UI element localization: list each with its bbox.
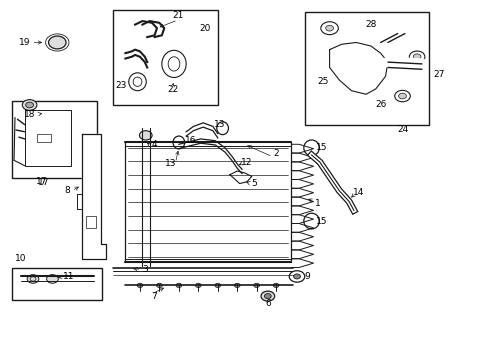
Circle shape — [264, 294, 271, 298]
Circle shape — [48, 36, 66, 49]
Text: 11: 11 — [62, 272, 74, 281]
Text: 21: 21 — [172, 11, 183, 20]
Text: 13: 13 — [164, 159, 176, 168]
Text: 14: 14 — [352, 188, 364, 197]
Circle shape — [137, 283, 142, 288]
Text: 24: 24 — [396, 126, 407, 135]
Text: 25: 25 — [317, 77, 328, 86]
Text: 4: 4 — [151, 140, 157, 149]
Circle shape — [46, 275, 58, 283]
Polygon shape — [329, 42, 387, 94]
Text: 16: 16 — [185, 136, 196, 145]
Bar — [305, 12, 428, 125]
Circle shape — [253, 283, 259, 288]
Circle shape — [261, 291, 274, 301]
Text: 26: 26 — [374, 100, 386, 109]
Circle shape — [22, 100, 37, 111]
Circle shape — [273, 283, 279, 288]
Text: 20: 20 — [199, 24, 210, 33]
Text: 17: 17 — [36, 177, 47, 186]
Bar — [12, 102, 97, 178]
Circle shape — [156, 283, 162, 288]
Text: 22: 22 — [166, 85, 178, 94]
Bar — [37, 134, 51, 143]
Text: 15: 15 — [315, 143, 326, 152]
Text: 15: 15 — [315, 217, 326, 226]
Text: 27: 27 — [432, 70, 444, 79]
Text: 2: 2 — [273, 149, 278, 158]
Text: 8: 8 — [64, 186, 70, 195]
Text: 1: 1 — [314, 199, 320, 208]
Polygon shape — [229, 171, 251, 184]
Text: 28: 28 — [365, 20, 376, 29]
Circle shape — [26, 102, 33, 108]
Text: 18: 18 — [24, 110, 35, 119]
Text: 7: 7 — [151, 292, 157, 301]
Polygon shape — [81, 134, 106, 258]
Circle shape — [412, 54, 420, 60]
Text: 6: 6 — [264, 299, 270, 308]
Bar — [12, 267, 102, 300]
Circle shape — [176, 283, 182, 288]
Text: 10: 10 — [15, 254, 26, 263]
Bar — [25, 111, 71, 166]
Circle shape — [325, 25, 333, 31]
Circle shape — [27, 275, 39, 283]
Circle shape — [234, 283, 240, 288]
Text: 13: 13 — [213, 120, 224, 129]
Bar — [113, 10, 217, 105]
Text: 23: 23 — [116, 81, 127, 90]
Circle shape — [214, 283, 220, 288]
Text: 5: 5 — [251, 179, 257, 188]
Circle shape — [195, 283, 201, 288]
Bar — [86, 216, 96, 228]
Circle shape — [293, 274, 300, 279]
Text: 12: 12 — [241, 158, 252, 167]
Text: 19: 19 — [19, 38, 30, 47]
Text: 17: 17 — [39, 178, 50, 187]
Circle shape — [139, 131, 152, 140]
Text: 3: 3 — [142, 265, 147, 274]
Text: 9: 9 — [304, 272, 310, 281]
Circle shape — [398, 93, 406, 99]
